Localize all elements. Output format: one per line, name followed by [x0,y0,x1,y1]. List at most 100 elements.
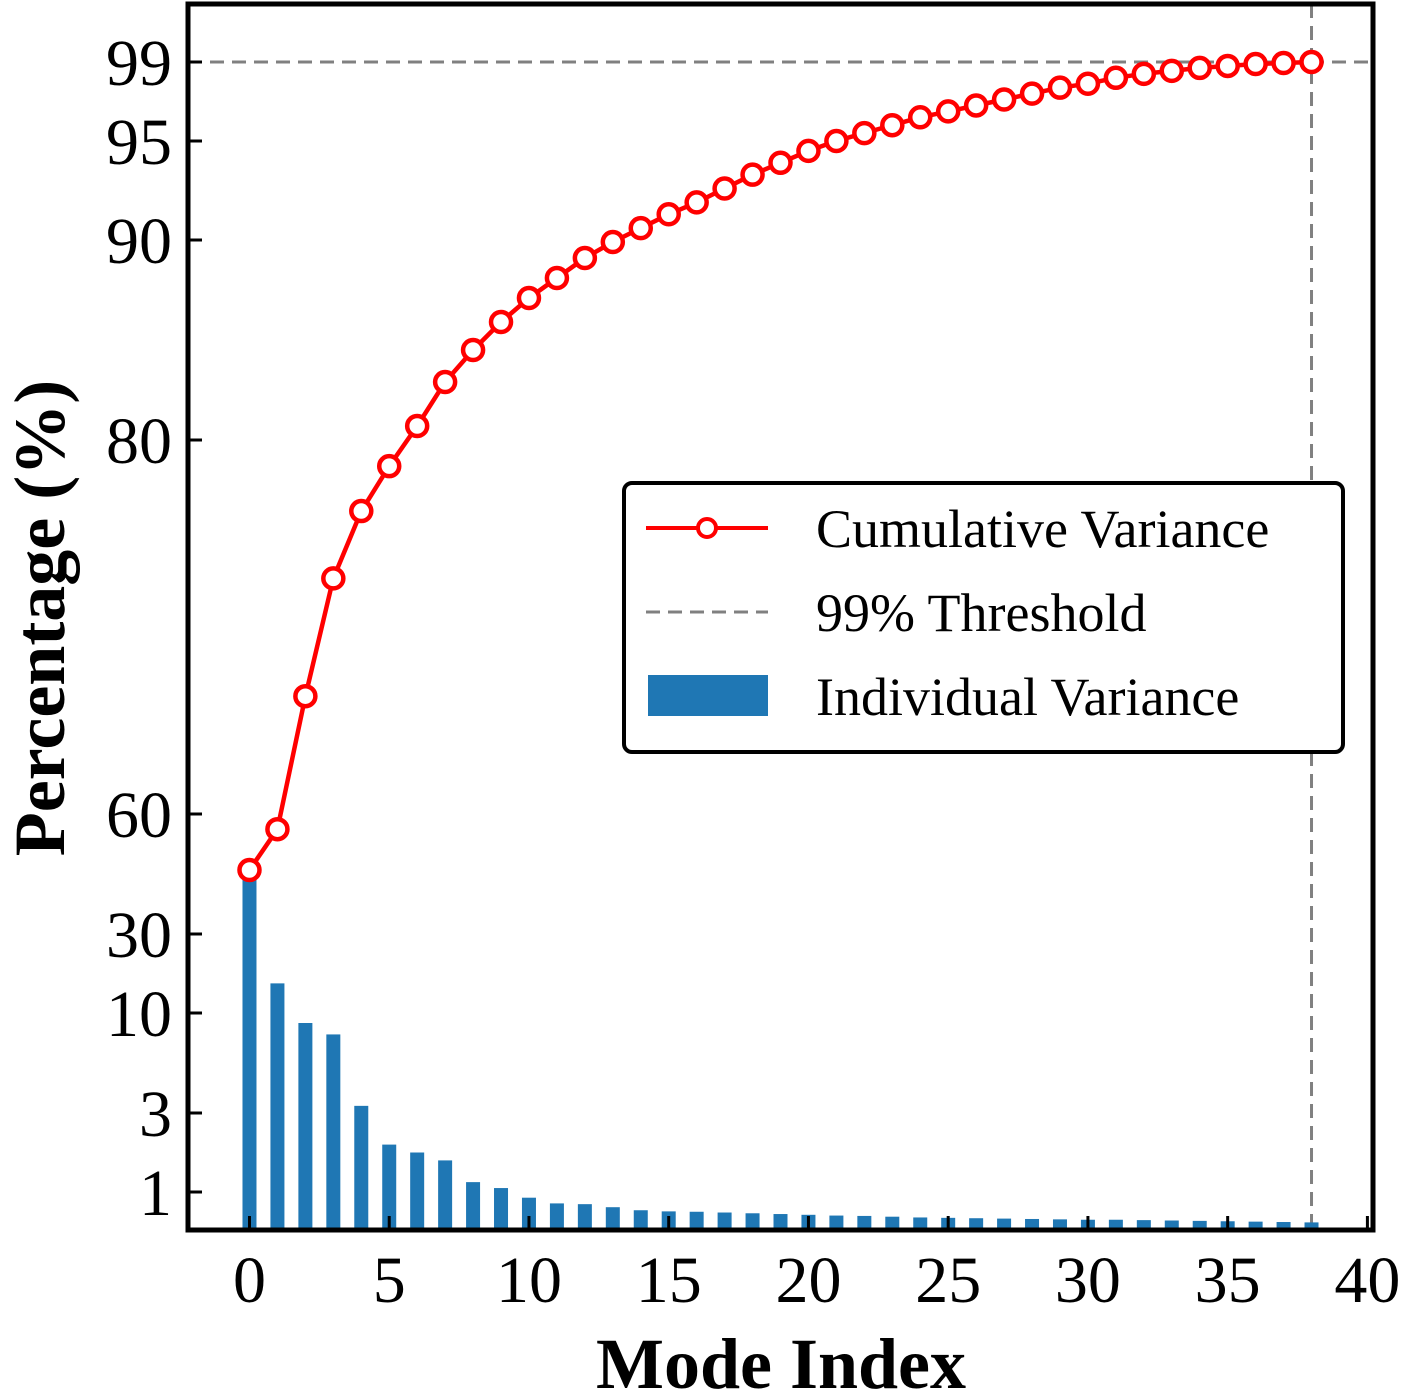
x-tick-label: 5 [373,1244,406,1317]
individual-variance-bar [717,1212,732,1230]
individual-variance-bar [1025,1218,1040,1230]
y-tick-label: 80 [106,405,172,478]
y-tick-label: 10 [106,978,172,1051]
cumulative-variance-marker [572,245,598,271]
cumulative-variance-marker [935,99,961,124]
legend-individual-swatch [648,675,768,716]
y-tick-label: 30 [106,899,172,972]
legend-label-individual: Individual Variance [816,667,1239,727]
individual-variance-bar [382,1144,397,1230]
individual-variance-bar [298,1023,313,1230]
x-tick-label: 30 [1055,1244,1121,1317]
individual-variance-bar [885,1216,900,1230]
cumulative-variance-marker [600,229,626,255]
individual-variance-bar [1136,1220,1151,1230]
individual-variance-bar [410,1152,425,1230]
individual-variance-bar [521,1197,536,1230]
cumulative-variance-marker [880,112,905,138]
individual-variance-bar [549,1203,564,1230]
individual-variance-bar [1276,1222,1291,1230]
cumulative-variance-marker [963,93,989,118]
individual-variance-bar [689,1211,704,1230]
cumulative-variance-marker [1187,55,1212,81]
x-tick-label: 25 [915,1244,981,1317]
individual-variance-bar [773,1214,788,1230]
cumulative-variance-marker [740,162,765,187]
cumulative-variance-marker [628,215,654,241]
y-tick-label: 95 [106,106,172,179]
individual-variance-bar [1248,1221,1263,1230]
cumulative-variance-marker [991,87,1017,112]
individual-variance-bar [745,1213,760,1230]
x-axis-title: Mode Index [596,1324,966,1396]
cumulative-variance-marker [824,128,849,154]
cumulative-variance-marker [404,413,430,439]
cumulative-variance-line [237,49,1324,883]
individual-variance-bar [857,1215,872,1230]
cumulative-variance-marker [1215,53,1240,79]
cumulative-variance-marker [376,453,402,479]
cumulative-variance-marker [1159,58,1185,84]
cumulative-variance-marker [293,683,318,709]
individual-variance-bar [1164,1220,1179,1230]
individual-variance-bar [913,1217,928,1230]
individual-variance-bar [1108,1219,1123,1230]
cumulative-variance-marker [1047,75,1073,100]
cumulative-variance-marker [684,190,709,215]
x-tick-label: 15 [636,1244,702,1317]
individual-variance-bar [605,1207,620,1230]
cumulative-variance-marker [852,120,877,146]
cumulative-variance-marker [1131,61,1157,87]
plot-frame [185,1,1376,1233]
cumulative-variance-marker [544,265,570,291]
cumulative-variance-marker [1271,50,1296,76]
individual-variance-bar [354,1105,369,1230]
y-tick-label: 90 [106,205,172,278]
cumulative-variance-marker [712,176,737,201]
cumulative-variance-marker [237,857,262,883]
individual-variance-bar [466,1182,481,1230]
x-tick-label: 35 [1195,1244,1261,1317]
cumulative-variance-marker [907,105,933,130]
individual-variance-bar [997,1218,1012,1230]
individual-variance-bar [577,1204,592,1230]
cumulative-variance-marker [488,309,514,335]
individual-variance-bar [1052,1219,1067,1230]
legend-cumulative-marker [696,517,718,539]
individual-variance-bar [270,983,285,1230]
x-tick-label: 10 [496,1244,562,1317]
individual-variance-bar [969,1218,984,1230]
y-tick-label: 60 [106,779,172,852]
individual-variance-bar [494,1188,509,1230]
cumulative-variance-marker [796,138,821,164]
y-tick-label: 99 [106,27,172,100]
legend-frame [622,481,1345,754]
individual-variance-bars [242,878,1319,1230]
cumulative-variance-marker [321,566,346,591]
cumulative-variance-marker [349,498,374,524]
cumulative-variance-marker [768,150,793,176]
legend-label-cumulative: Cumulative Variance [816,499,1269,559]
cumulative-variance-marker [1103,65,1129,91]
individual-variance-bar [1192,1220,1207,1230]
individual-variance-bar [633,1210,648,1230]
x-tick-label: 0 [233,1244,266,1317]
legend: Cumulative Variance 99% Threshold Indivi… [622,481,1345,754]
individual-variance-bar [326,1034,341,1230]
cumulative-variance-marker [460,337,486,363]
cumulative-variance-marker [432,369,458,395]
y-tick-label: 1 [139,1157,172,1230]
threshold-lines [188,4,1373,1230]
x-tick-label: 40 [1334,1244,1400,1317]
y-tick-label: 3 [139,1078,172,1151]
cumulative-variance-marker [1075,71,1101,96]
individual-variance-bar [242,878,257,1230]
individual-variance-bar [1304,1222,1319,1230]
cumulative-variance-marker [656,202,681,227]
legend-label-threshold: 99% Threshold [816,583,1146,643]
individual-variance-bar [438,1160,453,1230]
y-axis-title: Percentage (%) [0,380,80,856]
cumulative-variance-marker [1019,81,1045,106]
